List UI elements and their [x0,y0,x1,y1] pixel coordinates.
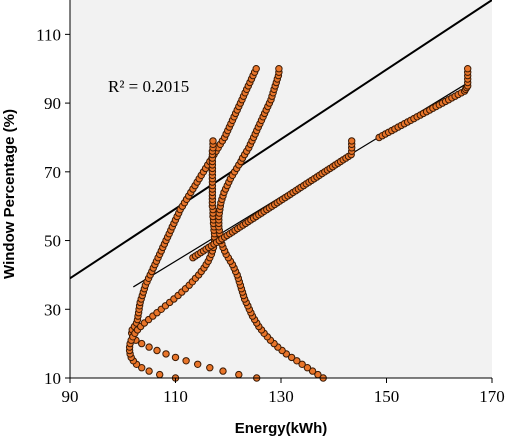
x-tick-label: 90 [62,387,79,406]
y-tick-label: 10 [44,369,61,388]
data-point [194,360,202,368]
trendline-1 [70,0,492,280]
y-axis-title: Window Percentage (%) [1,109,18,279]
data-point [348,137,356,145]
y-tick-label: 30 [44,300,61,319]
data-point [171,353,180,362]
y-tick-label: 70 [44,163,61,182]
x-axis-ticks: 90 110 130 150 170 [62,378,505,406]
y-tick-label: 90 [44,94,61,113]
data-point [219,367,227,375]
data-point [252,65,260,73]
y-tick-label: 110 [36,25,61,44]
data-point [235,370,243,379]
y-tick-label: 50 [44,232,61,251]
data-point [464,65,472,73]
data-point [293,357,301,365]
data-point [153,346,161,355]
data-point [182,357,190,365]
data-point [275,65,283,73]
data-point [298,360,306,368]
x-tick-label: 110 [163,387,188,406]
data-point [209,137,217,145]
x-tick-label: 150 [374,387,400,406]
data-point [145,367,153,375]
data-point [303,364,312,372]
data-point [138,339,146,348]
data-point [206,364,214,372]
data-point [308,367,317,375]
data-point [287,353,296,362]
data-point [138,364,146,372]
x-axis-title: Energy(kWh) [235,420,328,437]
data-point [162,350,170,358]
data-point [145,343,153,351]
x-tick-label: 130 [268,387,294,406]
y-axis-ticks: 10 30 50 70 90 110 [36,25,70,388]
x-tick-label: 170 [479,387,505,406]
r-squared-annotation: R² = 0.2015 [108,77,189,96]
data-point [156,370,164,379]
